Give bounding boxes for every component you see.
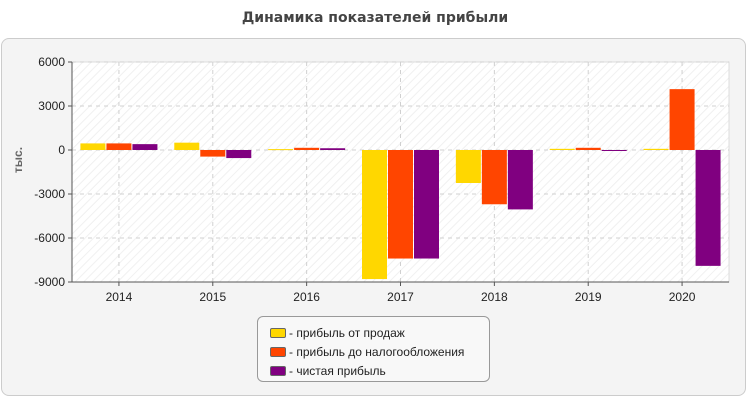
y-tick-label: -6000 xyxy=(34,231,65,245)
bar xyxy=(695,150,721,266)
y-tick-label: 0 xyxy=(58,143,65,157)
y-tick-label: 3000 xyxy=(38,99,65,113)
bar xyxy=(414,150,439,259)
bar xyxy=(669,89,695,150)
x-tick-label: 2015 xyxy=(199,290,226,304)
bar xyxy=(481,150,507,205)
bar xyxy=(268,149,294,151)
y-axis-label: тыс. xyxy=(11,147,25,173)
bar xyxy=(174,142,200,150)
bar xyxy=(575,147,601,150)
x-tick-label: 2018 xyxy=(481,290,508,304)
legend-swatch xyxy=(270,346,286,357)
bar xyxy=(549,148,575,150)
legend-item: - чистая прибыль xyxy=(270,361,489,380)
chart-title: Динамика показателей прибыли xyxy=(241,10,509,26)
bar xyxy=(601,150,627,151)
legend-label: - чистая прибыль xyxy=(289,363,386,378)
bar xyxy=(643,148,669,150)
bars xyxy=(80,89,721,280)
x-tick-label: 2020 xyxy=(669,290,696,304)
bar xyxy=(320,148,346,150)
legend: - прибыль от продаж - прибыль до налогоо… xyxy=(257,316,490,382)
bar xyxy=(294,147,320,150)
axes: 6000 3000 0 -3000 -6000 -9000 2014 2015 2016 2017… xyxy=(34,55,729,304)
bar xyxy=(106,143,132,150)
y-tick-label: -3000 xyxy=(34,187,65,201)
legend-label: - прибыль от продаж xyxy=(289,325,405,340)
x-tick-label: 2019 xyxy=(575,290,602,304)
bar xyxy=(455,150,481,183)
x-tick-label: 2016 xyxy=(293,290,320,304)
bar xyxy=(80,143,106,150)
legend-swatch xyxy=(270,327,286,338)
legend-item: - прибыль от продаж xyxy=(270,323,489,342)
bar xyxy=(132,144,158,150)
bar xyxy=(507,150,533,210)
bar xyxy=(362,150,387,280)
legend-swatch xyxy=(270,365,286,376)
x-tick-label: 2017 xyxy=(387,290,414,304)
legend-label: - прибыль до налогообложения xyxy=(289,344,465,359)
y-tick-label: -9000 xyxy=(34,275,65,289)
bar xyxy=(388,150,413,259)
bar xyxy=(200,150,226,157)
y-tick-label: 6000 xyxy=(38,55,65,69)
x-tick-label: 2014 xyxy=(106,290,133,304)
legend-item: - прибыль до налогообложения xyxy=(270,342,489,361)
bar xyxy=(226,150,252,159)
